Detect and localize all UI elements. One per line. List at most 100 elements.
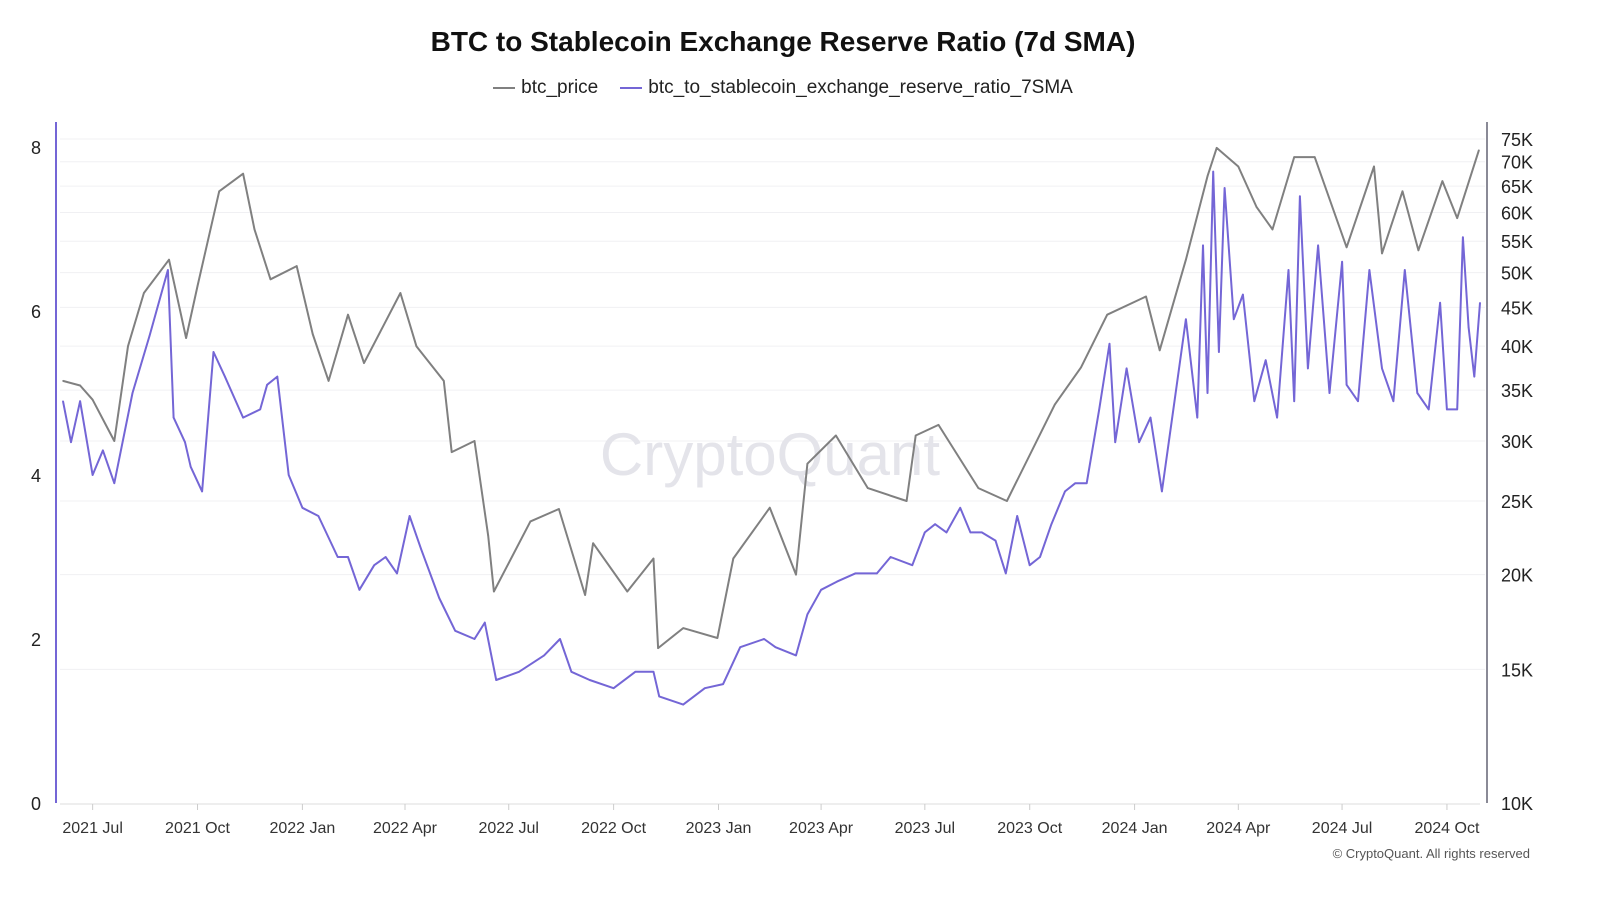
reserve-ratio-point xyxy=(1467,326,1470,329)
btc-price-point xyxy=(806,462,809,465)
x-tick-label: 2024 Apr xyxy=(1206,820,1271,837)
btc-price-point xyxy=(977,487,980,489)
reserve-ratio-point xyxy=(854,572,857,575)
reserve-ratio-point xyxy=(1381,367,1383,370)
reserve-ratio-point xyxy=(820,589,822,591)
reserve-ratio-point xyxy=(1149,416,1152,419)
btc-price-point xyxy=(1293,156,1295,158)
reserve-ratio-point xyxy=(1028,564,1031,566)
btc-price-point xyxy=(652,557,655,560)
copyright: © CryptoQuant. All rights reserved xyxy=(1332,846,1530,861)
reserve-ratio-point xyxy=(570,671,573,673)
reserve-ratio-point xyxy=(301,507,304,509)
reserve-ratio-point xyxy=(1439,302,1441,304)
reserve-ratio-point xyxy=(1264,359,1267,362)
btc-price-point xyxy=(937,424,940,426)
y-left-tick-label: 2 xyxy=(31,630,41,650)
reserve-ratio-point xyxy=(1287,269,1290,271)
reserve-ratio-point xyxy=(1074,482,1077,485)
btc-price-point xyxy=(835,434,837,437)
btc-price-point xyxy=(1206,175,1209,177)
reserve-ratio-point xyxy=(1098,408,1101,411)
reserve-ratio-point xyxy=(1223,187,1226,189)
btc-price-point xyxy=(1381,252,1383,255)
reserve-ratio-point xyxy=(1212,170,1215,173)
reserve-ratio-point xyxy=(242,416,244,419)
y-right-tick-label: 60K xyxy=(1501,204,1533,224)
reserve-ratio-point xyxy=(518,671,520,673)
btc-price-point xyxy=(1417,249,1420,252)
reserve-ratio-point xyxy=(79,400,81,403)
watermark: CryptoQuant xyxy=(600,421,940,488)
btc-price-point xyxy=(657,647,659,649)
reserve-ratio-point xyxy=(1039,556,1041,558)
reserve-ratio-point xyxy=(91,474,94,476)
reserve-ratio-point xyxy=(373,564,376,566)
reserve-ratio-point xyxy=(1202,244,1204,247)
reserve-ratio-point xyxy=(287,474,290,476)
btc-price-point xyxy=(143,292,145,294)
legend-item-btc-price[interactable]: btc_price xyxy=(493,77,598,99)
y-right-tick-label: 15K xyxy=(1501,660,1533,680)
reserve-ratio-point xyxy=(172,416,175,419)
btc-price-point xyxy=(1106,313,1109,316)
btc-price-point xyxy=(473,440,476,442)
reserve-ratio-point xyxy=(483,621,486,624)
reserve-ratio-point xyxy=(959,507,961,509)
x-tick-label: 2021 Jul xyxy=(62,820,123,837)
reserve-ratio-point xyxy=(1307,367,1309,370)
btc-price-point xyxy=(1215,147,1218,149)
reserve-ratio-point xyxy=(1016,515,1018,517)
legend-item-ratio[interactable]: btc_to_stablecoin_exchange_reserve_ratio… xyxy=(620,77,1073,99)
reserve-ratio-point xyxy=(739,646,741,648)
reserve-ratio-point xyxy=(634,671,637,673)
reserve-ratio-point xyxy=(934,523,936,525)
btc-price-point xyxy=(1313,156,1316,158)
y-right-tick-label: 65K xyxy=(1501,177,1533,197)
reserve-ratio-point xyxy=(1185,318,1187,321)
y-left-tick-label: 6 xyxy=(31,302,41,322)
reserve-ratio-point xyxy=(1328,392,1331,394)
reserve-ratio-point xyxy=(1368,269,1371,271)
reserve-ratio-point xyxy=(658,695,661,698)
reserve-ratio-point xyxy=(113,482,116,485)
btc-price-point xyxy=(768,506,771,509)
btc-price-point xyxy=(1255,206,1258,208)
btc-price-point xyxy=(62,380,64,382)
btc-price-point xyxy=(1080,366,1082,369)
reserve-ratio-point xyxy=(1403,269,1406,271)
reserve-ratio-point xyxy=(1125,367,1128,370)
btc-price-point xyxy=(592,542,594,544)
reserve-ratio-point xyxy=(924,531,926,534)
reserve-ratio-point xyxy=(969,531,972,534)
btc-price-point xyxy=(1053,403,1056,406)
btc-price-point xyxy=(584,594,586,596)
reserve-ratio-point xyxy=(1462,236,1464,238)
reserve-ratio-point xyxy=(62,400,64,403)
reserve-ratio-point xyxy=(1114,441,1117,444)
reserve-ratio-point xyxy=(317,515,320,517)
btc-price-point xyxy=(1185,258,1187,261)
btc-price-point xyxy=(682,627,684,629)
btc-price-point xyxy=(626,590,629,593)
btc-price-point xyxy=(914,434,917,437)
reserve-ratio-point xyxy=(148,334,151,337)
reserve-ratio-point xyxy=(774,646,777,648)
btc-price-point xyxy=(1271,228,1274,231)
reserve-ratio-point xyxy=(652,671,655,673)
y-right-tick-label: 75K xyxy=(1501,130,1533,150)
btc-price-point xyxy=(327,380,330,382)
chart-title: BTC to Stablecoin Exchange Reserve Ratio… xyxy=(430,26,1136,57)
reserve-ratio-point xyxy=(588,679,591,681)
reserve-ratio-point xyxy=(1218,351,1220,353)
reserve-ratio-point xyxy=(1108,343,1111,345)
reserve-ratio-point xyxy=(612,687,615,689)
btc-price-point xyxy=(732,557,735,560)
btc-price-point xyxy=(127,345,129,347)
reserve-ratio-point xyxy=(795,654,797,657)
reserve-ratio-point xyxy=(184,441,186,444)
reserve-ratio-point xyxy=(1050,523,1053,525)
reserve-ratio-point xyxy=(408,515,411,517)
x-tick-label: 2023 Apr xyxy=(789,820,854,837)
btc-price-point xyxy=(1478,149,1480,151)
